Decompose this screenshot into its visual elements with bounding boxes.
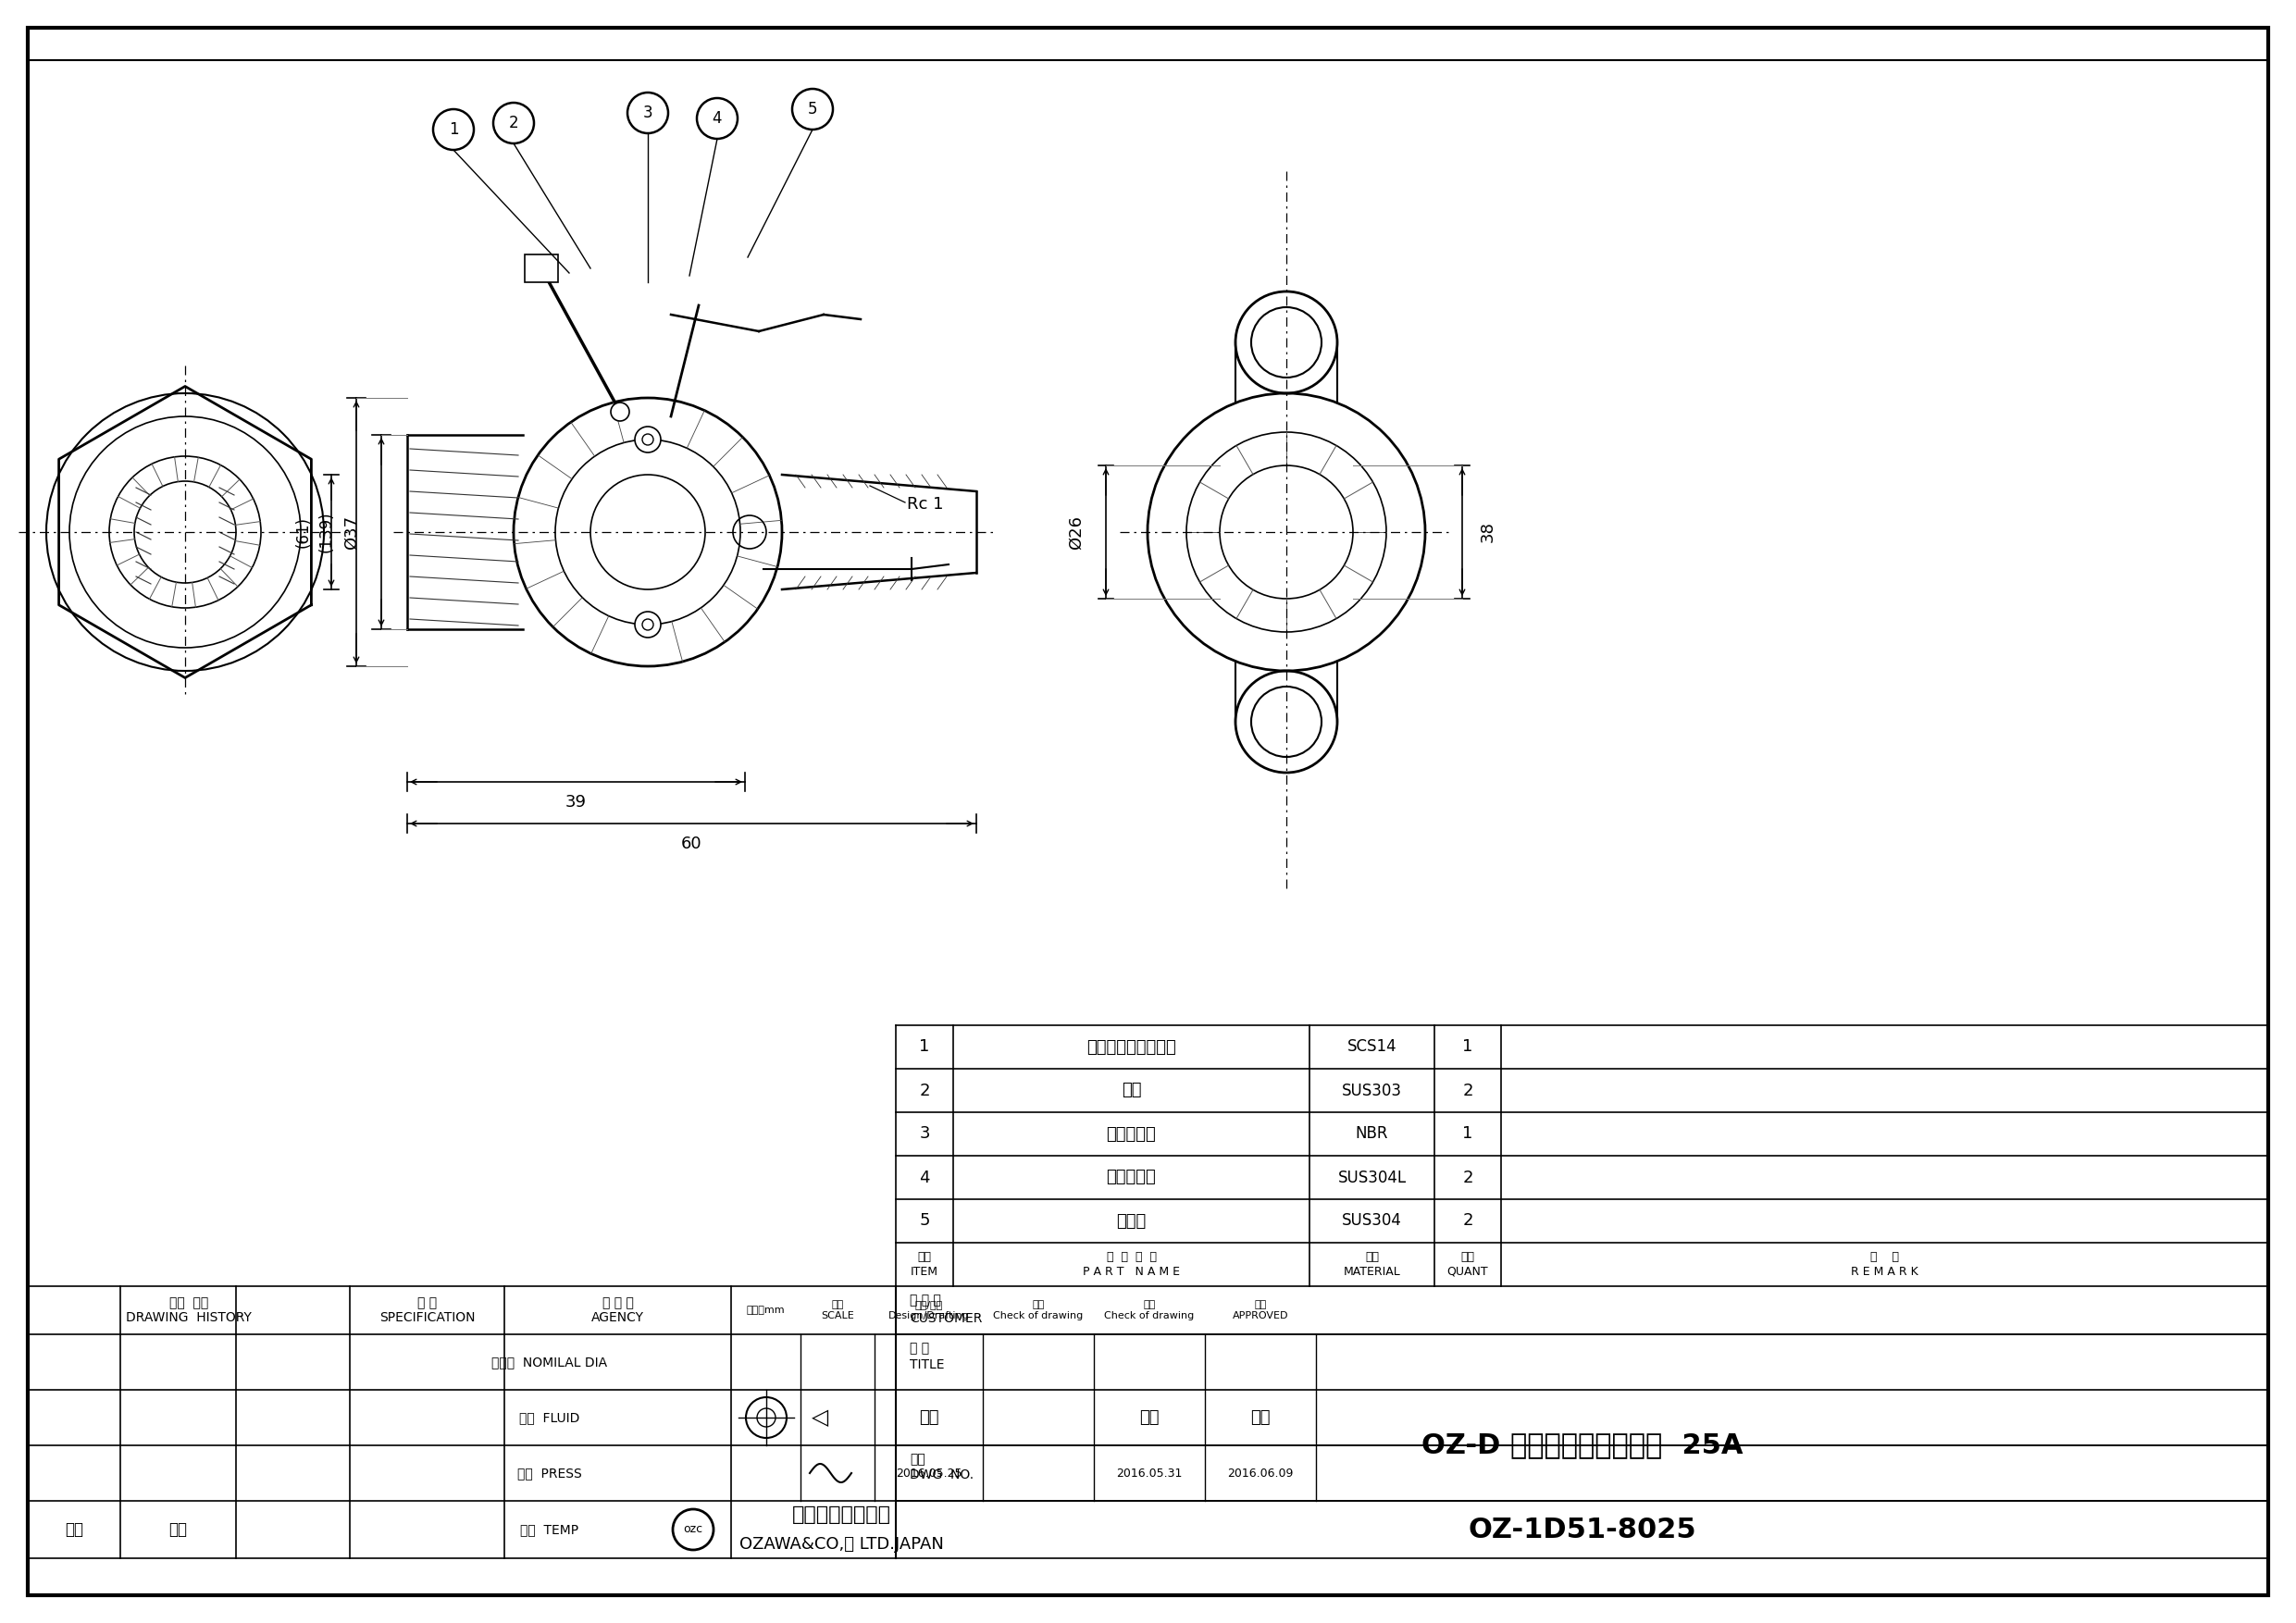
Text: 1: 1 (448, 122, 459, 138)
Text: 5: 5 (808, 101, 817, 117)
Circle shape (627, 93, 668, 133)
Circle shape (434, 109, 473, 149)
Text: 設計/製図
Design/Drafting: 設計/製図 Design/Drafting (889, 1300, 969, 1319)
Text: (61): (61) (296, 516, 312, 549)
Text: NBR: NBR (1355, 1126, 1389, 1143)
Text: 2: 2 (1463, 1212, 1474, 1229)
Text: Rc 1: Rc 1 (907, 497, 944, 513)
Text: メスネジ型カプラー: メスネジ型カプラー (1086, 1039, 1176, 1055)
Circle shape (636, 427, 661, 453)
Text: 標図
Check of drawing: 標図 Check of drawing (994, 1300, 1084, 1319)
Text: 尺度
SCALE: 尺度 SCALE (822, 1300, 854, 1319)
Text: 5: 5 (918, 1212, 930, 1229)
Text: 得 意 先: 得 意 先 (909, 1294, 941, 1307)
Text: 温度  TEMP: 温度 TEMP (521, 1522, 579, 1535)
Text: SUS304L: SUS304L (1339, 1169, 1405, 1186)
Text: TITLE: TITLE (909, 1358, 944, 1371)
Text: 圧力  PRESS: 圧力 PRESS (517, 1467, 581, 1480)
Text: 図番: 図番 (909, 1453, 925, 1466)
Circle shape (792, 89, 833, 130)
Text: 溝口: 溝口 (918, 1409, 939, 1427)
Text: 2: 2 (1463, 1169, 1474, 1186)
Text: 4: 4 (918, 1169, 930, 1186)
Text: CUSTOMER: CUSTOMER (909, 1311, 983, 1324)
Text: 2: 2 (918, 1083, 930, 1099)
Text: 60: 60 (682, 836, 703, 852)
Text: 2016.05.25: 2016.05.25 (895, 1467, 962, 1479)
Text: カムレバー: カムレバー (1107, 1169, 1157, 1186)
Text: 部  品  名  称
P A R T   N A M E: 部 品 名 称 P A R T N A M E (1084, 1251, 1180, 1277)
Text: OZAWA&CO,． LTD.JAPAN: OZAWA&CO,． LTD.JAPAN (739, 1535, 944, 1553)
Text: 流体  FLUID: 流体 FLUID (519, 1410, 581, 1423)
Text: 仕 様
SPECIFICATION: 仕 様 SPECIFICATION (379, 1297, 475, 1324)
Text: 1: 1 (1463, 1126, 1474, 1143)
Text: 名 称: 名 称 (909, 1342, 930, 1355)
Text: 材質
MATERIAL: 材質 MATERIAL (1343, 1251, 1401, 1277)
Text: 1: 1 (1463, 1039, 1474, 1055)
Text: 2: 2 (510, 115, 519, 131)
Text: 承認
APPROVED: 承認 APPROVED (1233, 1300, 1288, 1319)
Text: 38: 38 (1479, 521, 1497, 542)
Text: 樿見: 樿見 (1251, 1409, 1270, 1427)
Text: ◁: ◁ (810, 1407, 829, 1428)
Text: 2016.05.31: 2016.05.31 (1116, 1467, 1182, 1479)
Text: (139): (139) (319, 511, 335, 553)
Text: 数量
QUANT: 数量 QUANT (1446, 1251, 1488, 1277)
Text: ガスケット: ガスケット (1107, 1126, 1157, 1143)
Text: Ø37: Ø37 (344, 514, 360, 549)
Circle shape (636, 612, 661, 638)
Text: 3: 3 (918, 1126, 930, 1143)
Text: 2: 2 (1463, 1083, 1474, 1099)
Text: リング: リング (1116, 1212, 1146, 1229)
Text: 2016.06.09: 2016.06.09 (1228, 1467, 1293, 1479)
Text: 4: 4 (712, 110, 721, 127)
Text: 品番
ITEM: 品番 ITEM (912, 1251, 939, 1277)
Circle shape (611, 403, 629, 420)
Text: DWG  NO.: DWG NO. (909, 1469, 974, 1482)
Text: ピン: ピン (1120, 1083, 1141, 1099)
Text: SUS304: SUS304 (1341, 1212, 1403, 1229)
Text: 代 理 店
AGENCY: 代 理 店 AGENCY (592, 1297, 645, 1324)
Text: 備    考
R E M A R K: 備 考 R E M A R K (1851, 1251, 1917, 1277)
Text: 田口: 田口 (1139, 1409, 1159, 1427)
Text: OZ-1D51-8025: OZ-1D51-8025 (1467, 1516, 1697, 1543)
Bar (526, 255, 558, 282)
Text: 39: 39 (565, 794, 588, 810)
Text: 図面  来歴
DRAWING  HISTORY: 図面 来歴 DRAWING HISTORY (126, 1297, 253, 1324)
Circle shape (698, 97, 737, 140)
Text: SCS14: SCS14 (1348, 1039, 1396, 1055)
Text: 1: 1 (918, 1039, 930, 1055)
Circle shape (673, 1509, 714, 1550)
Text: 単位：mm: 単位：mm (746, 1305, 785, 1315)
Circle shape (494, 102, 535, 143)
Text: 考図
Check of drawing: 考図 Check of drawing (1104, 1300, 1194, 1319)
Text: 承認: 承認 (170, 1521, 188, 1539)
Text: Ø26: Ø26 (1068, 514, 1084, 549)
Text: SUS303: SUS303 (1341, 1083, 1403, 1099)
Text: 呼称径  NOMILAL DIA: 呼称径 NOMILAL DIA (491, 1355, 608, 1368)
Text: 3: 3 (643, 104, 652, 122)
Text: OZ-D メスネジ型カプラー  25A: OZ-D メスネジ型カプラー 25A (1421, 1431, 1743, 1459)
Text: 小沢物産株式会社: 小沢物産株式会社 (792, 1506, 891, 1524)
Text: ozc: ozc (684, 1524, 703, 1535)
Text: 担当: 担当 (64, 1521, 83, 1539)
